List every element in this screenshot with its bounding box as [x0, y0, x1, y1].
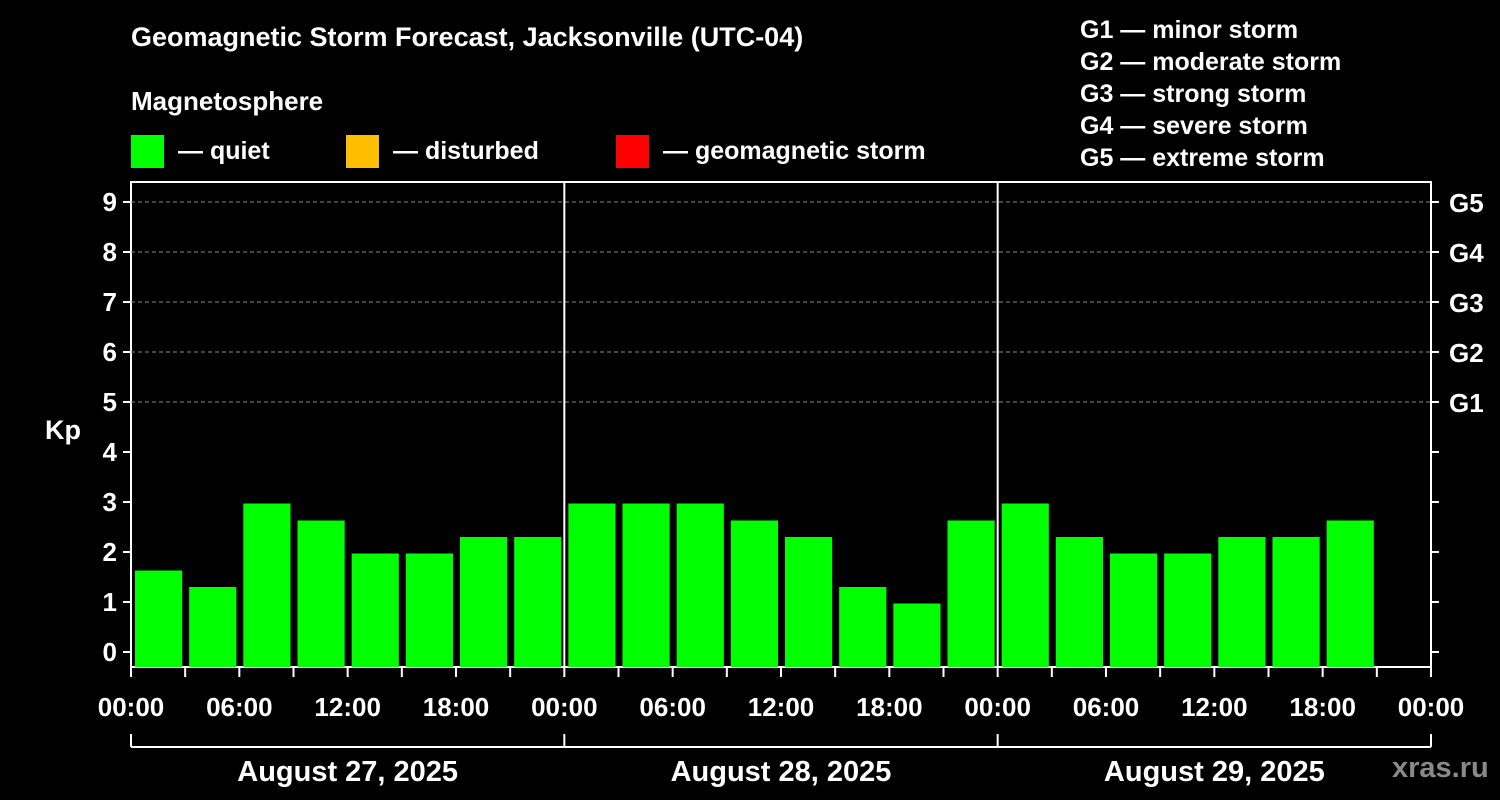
legend-quiet-label: — quiet [178, 136, 270, 165]
kp-bar [730, 520, 778, 667]
legend-storm: — geomagnetic storm [616, 134, 926, 168]
g-scale-item: G4 — severe storm [1080, 112, 1308, 140]
kp-bar [839, 587, 887, 667]
kp-bar [405, 553, 453, 667]
legend-disturbed-label: — disturbed [393, 136, 539, 165]
kp-bar [1055, 537, 1103, 667]
x-tick-label: 06:00 [206, 692, 273, 722]
y-tick-label: 2 [103, 537, 117, 567]
x-tick-label: 06:00 [1073, 692, 1140, 722]
kp-bar [568, 503, 616, 667]
g-scale-legend: G1 — minor storm G2 — moderate storm G3 … [1080, 14, 1341, 174]
y-axis-label: Kp [45, 415, 81, 445]
x-tick-label: 12:00 [748, 692, 815, 722]
watermark: xras.ru [1392, 752, 1489, 784]
y-tick-label: 9 [103, 187, 117, 217]
kp-bar [947, 520, 995, 667]
g-scale-item: G5 — extreme storm [1080, 144, 1325, 172]
x-tick-label: 00:00 [98, 692, 165, 722]
legend-storm-label: — geomagnetic storm [663, 136, 926, 165]
magnetosphere-label: Magnetosphere [131, 86, 324, 116]
g-scale-item: G3 — strong storm [1080, 80, 1307, 108]
kp-bar [1001, 503, 1049, 667]
legend-quiet-swatch [131, 134, 164, 168]
day-label: August 28, 2025 [671, 756, 892, 788]
legend-quiet: — quiet [131, 134, 270, 168]
g-level-label: G3 [1449, 288, 1484, 318]
g-level-label: G1 [1449, 388, 1484, 418]
kp-bar [785, 537, 833, 667]
kp-bar [1110, 553, 1158, 667]
x-tick-label: 00:00 [1398, 692, 1465, 722]
y-tick-label: 7 [103, 287, 117, 317]
kp-bar [514, 537, 562, 667]
kp-bar [297, 520, 345, 667]
g-scale-item: G2 — moderate storm [1080, 48, 1342, 76]
y-tick-label: 1 [103, 587, 117, 617]
x-tick-label: 06:00 [639, 692, 706, 722]
kp-bar [460, 537, 508, 667]
x-tick-label: 12:00 [1181, 692, 1248, 722]
kp-bar [189, 587, 237, 667]
x-tick-label: 00:00 [964, 692, 1031, 722]
y-tick-label: 8 [103, 237, 117, 267]
g-scale-item: G1 — minor storm [1080, 16, 1299, 44]
legend-storm-swatch [616, 134, 649, 168]
legend-disturbed-swatch [346, 134, 379, 168]
x-tick-label: 12:00 [314, 692, 381, 722]
day-label: August 27, 2025 [237, 756, 458, 788]
y-tick-label: 5 [103, 387, 117, 417]
x-tick-label: 00:00 [531, 692, 598, 722]
kp-bar [135, 570, 183, 667]
x-tick-label: 18:00 [423, 692, 490, 722]
kp-bar [622, 503, 670, 667]
y-tick-label: 3 [103, 487, 117, 517]
kp-bar [1218, 537, 1266, 667]
legend-disturbed: — disturbed [346, 134, 539, 168]
g-level-label: G2 [1449, 338, 1484, 368]
kp-bar [893, 603, 941, 667]
kp-bar [243, 503, 291, 667]
g-level-label: G5 [1449, 188, 1484, 218]
y-tick-label: 4 [103, 437, 118, 467]
kp-bar [1272, 537, 1320, 667]
kp-bar [1326, 520, 1374, 667]
kp-bar [1164, 553, 1212, 667]
g-level-label: G4 [1449, 238, 1484, 268]
kp-bar [676, 503, 724, 667]
y-tick-label: 6 [103, 337, 117, 367]
x-tick-label: 18:00 [1289, 692, 1356, 722]
chart-title: Geomagnetic Storm Forecast, Jacksonville… [131, 22, 804, 52]
y-tick-label: 0 [103, 637, 117, 667]
x-tick-label: 18:00 [856, 692, 923, 722]
kp-bar [351, 553, 399, 667]
day-label: August 29, 2025 [1104, 756, 1325, 788]
